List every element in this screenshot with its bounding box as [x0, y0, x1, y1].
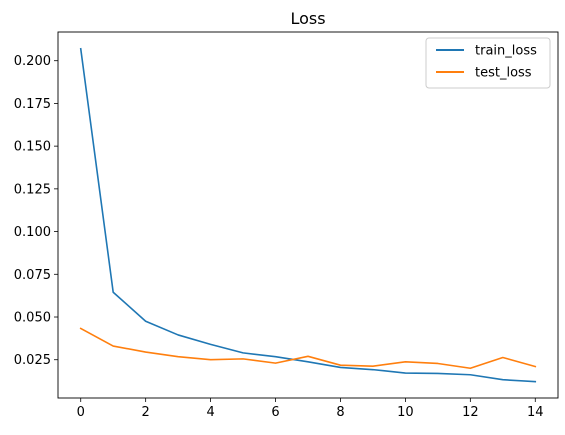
y-tick-label: 0.075 [14, 268, 51, 283]
x-tick-label: 10 [397, 405, 414, 420]
y-tick-label: 0.150 [14, 140, 51, 155]
x-axis: 0 2 4 6 8 10 12 14 [77, 398, 544, 420]
y-tick-label: 0.175 [14, 97, 51, 112]
plot-frame [57, 31, 559, 399]
x-tick-label: 4 [206, 405, 214, 420]
series-line-test [79, 327, 537, 370]
legend-label-train: train_loss [475, 44, 537, 59]
x-tick-label: 14 [527, 405, 544, 420]
y-tick-label: 0.050 [14, 311, 51, 326]
legend-label-test: test_loss [475, 66, 532, 81]
y-tick-label: 0.100 [14, 225, 51, 240]
series-line-train [79, 47, 537, 383]
y-tick-label: 0.200 [14, 54, 51, 69]
legend: train_loss test_loss [425, 37, 551, 89]
plot-lines [79, 47, 537, 383]
x-tick-label: 2 [142, 405, 150, 420]
chart-title: Loss [290, 9, 325, 28]
x-tick-label: 8 [336, 405, 344, 420]
x-tick-label: 6 [271, 405, 279, 420]
y-tick-label: 0.025 [14, 353, 51, 368]
x-tick-label: 0 [77, 405, 85, 420]
y-tick-label: 0.125 [14, 182, 51, 197]
y-axis: 0.025 0.050 0.075 0.100 0.125 0.150 0.175 0.200 [14, 54, 58, 368]
x-tick-label: 12 [462, 405, 479, 420]
